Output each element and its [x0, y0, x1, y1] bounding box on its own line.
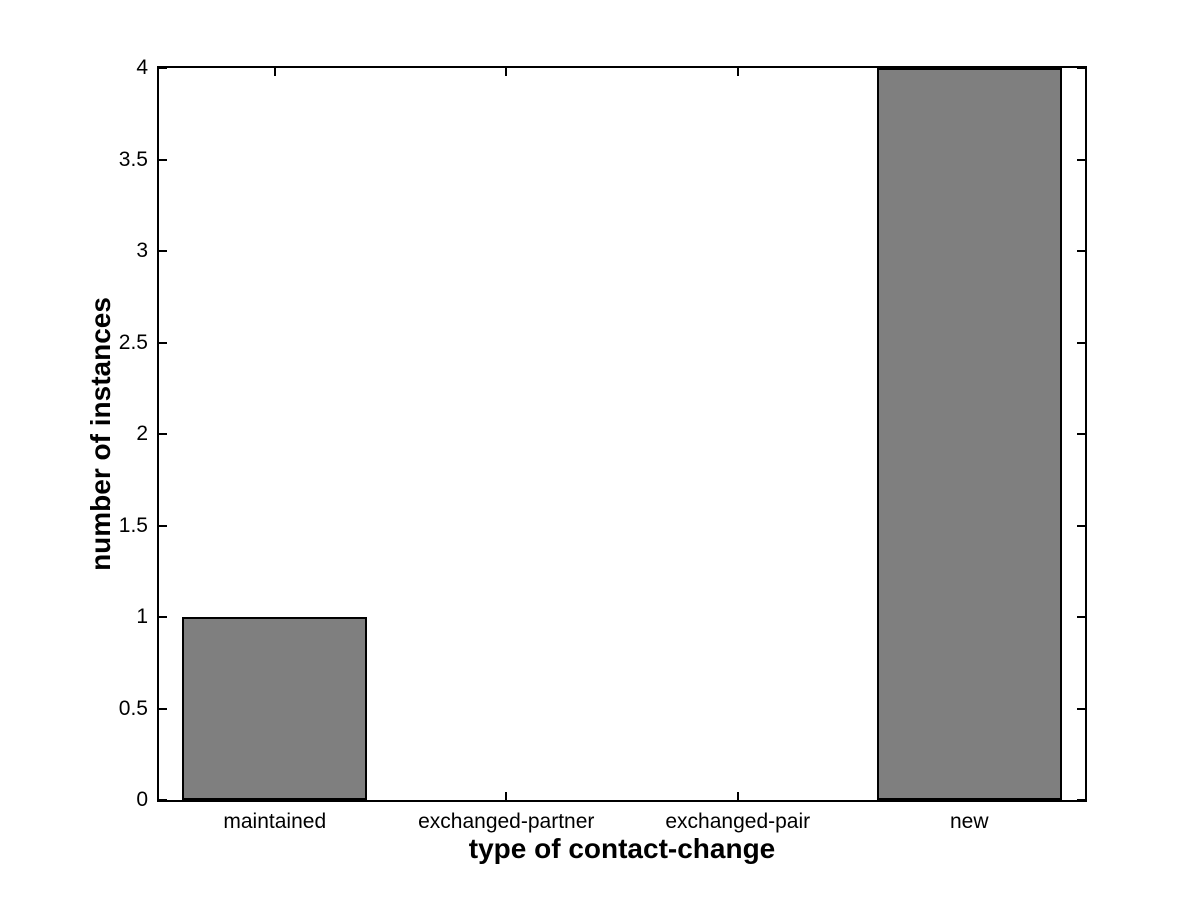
y-tick-label: 0 [136, 788, 148, 811]
bar-maintained [182, 617, 368, 800]
x-tick-top [273, 68, 276, 76]
x-tick-label-exchanged-pair: exchanged-pair [665, 810, 811, 833]
x-axis-title: type of contact-change [468, 833, 776, 864]
y-tick-label: 1 [136, 605, 148, 628]
y-tick-label: 3 [136, 239, 148, 262]
x-tick-top [736, 68, 739, 76]
bar-new [876, 68, 1062, 800]
y-tick-right [1077, 799, 1085, 801]
x-tick-top [505, 68, 508, 76]
y-tick-left [159, 250, 167, 252]
y-tick-right [1077, 250, 1085, 252]
y-tick-right [1077, 707, 1085, 710]
x-tick-bottom [505, 792, 508, 800]
y-tick-label: 3.5 [118, 147, 148, 171]
y-tick-right [1077, 341, 1085, 344]
y-tick-left [159, 616, 167, 618]
y-tick-label: 2 [136, 422, 148, 445]
x-tick-label-maintained: maintained [223, 810, 327, 833]
y-tick-left [159, 158, 167, 161]
plot-area [157, 66, 1087, 802]
y-tick-right [1077, 433, 1085, 435]
x-tick-label-new: new [949, 810, 989, 833]
y-tick-right [1077, 524, 1085, 527]
y-tick-right [1077, 158, 1085, 161]
y-tick-left [159, 799, 167, 801]
y-tick-label: 0.5 [118, 696, 148, 720]
x-tick-bottom [736, 792, 739, 800]
y-tick-left [159, 67, 167, 69]
y-tick-left [159, 433, 167, 435]
y-tick-right [1077, 67, 1085, 69]
x-tick-label-exchanged-partner: exchanged-partner [418, 810, 595, 833]
y-tick-left [159, 707, 167, 710]
y-tick-left [159, 524, 167, 527]
y-tick-label: 2.5 [118, 330, 148, 354]
y-tick-label: 1.5 [118, 513, 148, 537]
bars-layer [159, 68, 1085, 800]
y-tick-label: 4 [136, 56, 148, 79]
y-tick-right [1077, 616, 1085, 618]
y-tick-left [159, 341, 167, 344]
